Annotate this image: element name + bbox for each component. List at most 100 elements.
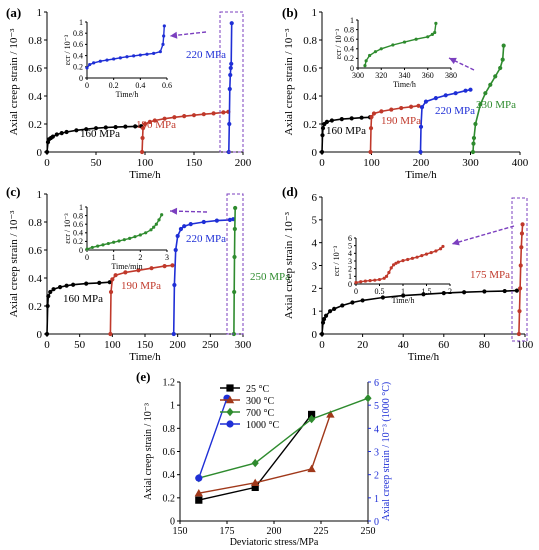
y-tick-label: 1 [312,7,318,19]
data-point [178,226,184,232]
y-right-tick-label: 5 [374,401,379,412]
x-tick-label: 1.5 [422,287,432,296]
data-point [483,91,488,96]
x-tick-label: 2 [448,287,452,296]
data-point [103,125,108,130]
x-tick-label: 250 [202,339,219,351]
y-axis-title: εcr / 10⁻³ [63,34,72,65]
plot-area [87,22,167,78]
data-point [90,245,94,250]
data-point [350,300,355,305]
data-point [112,57,116,61]
x-tick-label: 150 [173,526,188,537]
x-tick-label: 0 [354,287,358,296]
data-point [488,82,493,87]
data-point [232,226,237,232]
data-point [478,102,483,107]
y-tick-label: 0 [348,280,352,289]
y-tick-label: 0.6 [28,245,42,257]
x-axis-title: Time/h [116,90,139,99]
data-point [319,331,325,337]
panel-label: (e) [136,369,150,384]
data-point-triangle [251,478,260,486]
inset-annotation: 220 MPa [186,49,226,61]
y-tick-label: 1 [170,401,175,412]
data-point [359,115,364,120]
data-point [368,279,372,283]
data-point [96,244,100,248]
series-line [198,397,369,479]
y-right-tick-label: 4 [374,424,379,435]
y-tick-label: 0.8 [303,35,317,47]
plot-area [358,20,451,68]
callout-arrow-line [451,225,515,245]
data-point [323,313,329,318]
data-point [132,54,136,58]
data-point [51,287,56,292]
callout-arrow-head [170,207,178,215]
data-point [145,52,149,56]
data-point [399,105,404,111]
x-tick-label: 300 [235,339,252,351]
y-right-tick-label: 6 [374,378,379,389]
data-point [162,24,166,28]
x-tick-label: 0.5 [375,287,385,296]
y-tick-label: 0.8 [163,424,176,435]
data-point [105,58,109,62]
legend-label: 700 °C [246,408,274,419]
y-tick-label: 0.2 [344,54,354,63]
data-point [443,93,448,98]
x-tick-label: 200 [169,339,186,351]
data-point [349,116,354,121]
data-point [172,282,177,288]
x-axis-title: Time/h [129,351,161,363]
data-point [85,66,89,70]
data-point [421,292,426,297]
y-tick-label: 0.8 [28,35,42,47]
data-point [424,252,429,256]
data-point [59,131,64,136]
data-point [420,254,424,258]
y-axis-title: εcr / 10⁻³ [334,28,343,59]
data-point [227,86,232,92]
x-axis-title: Time/h [129,169,161,181]
data-point [112,240,116,244]
callout-arrow-head [170,31,178,39]
data-point-triangle [194,489,203,497]
y-tick-label: 0.2 [163,493,176,504]
data-point [363,64,367,68]
y-tick-label: 5 [312,215,318,227]
y-tick-label: 0.6 [163,447,176,458]
series-annotation: 175 MPa [470,269,510,281]
y-tick-label: 0 [79,74,83,83]
x-tick-label: 3 [165,253,169,262]
data-point [418,149,423,155]
data-point [108,331,113,337]
data-point [373,50,378,54]
y-tick-label: 0.2 [28,301,42,313]
data-point [433,96,438,101]
data-point [320,320,326,325]
data-point [74,128,79,133]
data-point [514,288,519,293]
y-tick-label: 1 [37,7,43,19]
data-point [113,124,118,130]
data-point-triangle [326,410,335,418]
series-annotation: 160 MPa [63,293,103,305]
data-point [434,249,438,253]
x-tick-label: 300 [462,157,479,169]
y-tick-label: 0.8 [28,217,42,229]
data-point [84,127,89,132]
data-point [462,290,467,295]
data-point [162,264,167,269]
data-point [332,306,337,311]
x-tick-label: 200 [267,526,282,537]
data-point [414,37,418,41]
y-tick-label: 0.6 [303,63,317,75]
data-point [182,114,187,119]
data-point [85,247,89,251]
y-tick-label: 0.2 [28,119,42,131]
data-point-square [226,384,234,392]
data-point [201,219,206,225]
